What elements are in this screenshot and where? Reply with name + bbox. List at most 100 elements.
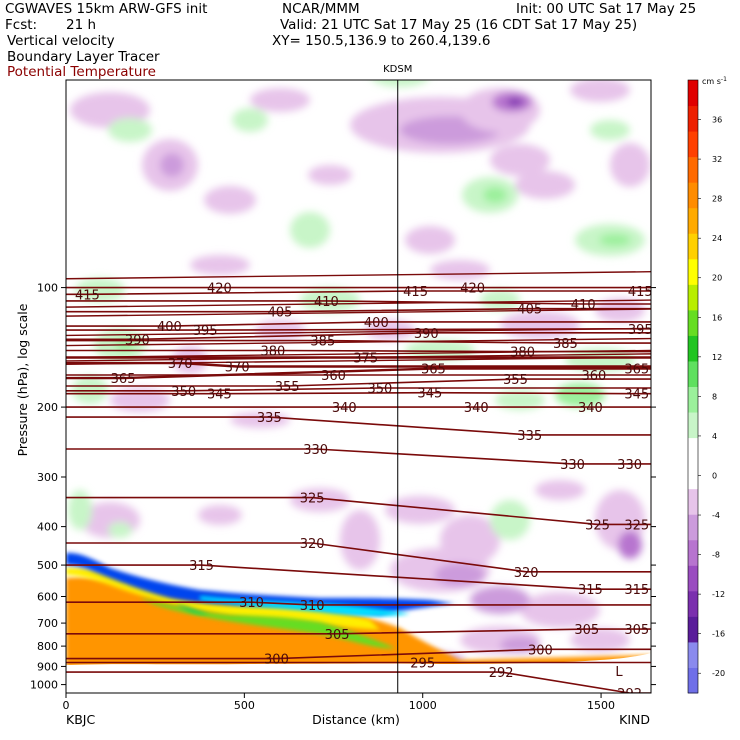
- colorbar-swatch-8: [688, 463, 698, 490]
- theta-label-325: 325: [624, 518, 649, 533]
- theta-label-320: 320: [300, 537, 325, 552]
- left-station-label: KBJC: [66, 712, 95, 727]
- theta-contour-415: [66, 290, 651, 296]
- theta-label-305: 305: [574, 623, 599, 638]
- theta-contour-365: [66, 367, 651, 380]
- colorbar-swatch-13: [688, 335, 698, 362]
- theta-label-380: 380: [510, 346, 535, 361]
- colorbar-swatch-2: [688, 616, 698, 643]
- theta-contour-minor-7: [66, 356, 651, 365]
- field-vertical-velocity: Vertical velocity: [7, 33, 115, 49]
- colorbar-frame: [687, 79, 699, 694]
- colorbar-tick-label--4: -4: [712, 511, 720, 520]
- low-marker: L: [615, 665, 623, 680]
- theta-contour-350: [66, 387, 651, 392]
- y-axis-ticks: 100 200 300 400 500 600 700 800 900 1000: [30, 282, 656, 692]
- colorbar-tick-label-28: 28: [712, 195, 722, 204]
- x-axis-ticks: 0 500 1000 1500: [63, 693, 615, 712]
- colorbar-swatch-23: [688, 80, 698, 107]
- y-tick-label-500: 500: [37, 559, 58, 572]
- theta-label-390: 390: [414, 327, 439, 342]
- theta-label-300: 300: [528, 643, 553, 658]
- potential-temperature-labels: 415 420 410 415 420 415 400 395 405 400 405 410 395 3…: [75, 282, 653, 702]
- theta-label-400: 400: [364, 316, 389, 331]
- theta-contour-292: [66, 671, 651, 693]
- y-tick-label-200: 200: [37, 401, 58, 414]
- theta-label-315: 315: [189, 559, 214, 574]
- colorbar-swatch-1: [688, 641, 698, 668]
- colorbar-swatch-10: [688, 412, 698, 439]
- theta-label-325: 325: [585, 518, 610, 533]
- colorbar-swatch-19: [688, 182, 698, 209]
- potential-temperature-contours: [66, 271, 651, 693]
- theta-label-292: 292: [617, 687, 642, 702]
- x-tick-label-1000: 1000: [409, 699, 437, 712]
- theta-contour-335: [66, 416, 651, 436]
- theta-label-335: 335: [517, 429, 542, 444]
- theta-contour-400: [66, 321, 651, 327]
- theta-label-315: 315: [578, 583, 603, 598]
- theta-label-370: 370: [225, 360, 250, 375]
- theta-label-400: 400: [157, 320, 182, 335]
- theta-label-365: 365: [421, 363, 446, 378]
- forecast-hour: 21 h: [66, 17, 97, 33]
- theta-label-385: 385: [310, 335, 335, 350]
- theta-label-405: 405: [517, 303, 542, 318]
- theta-label-355: 355: [503, 373, 528, 388]
- x-tick-label-1500: 1500: [587, 699, 615, 712]
- theta-contour-minor-5: [66, 349, 651, 359]
- colorbar-swatch-6: [688, 514, 698, 541]
- theta-label-325: 325: [300, 492, 325, 507]
- colorbar-tick-label-16: 16: [712, 313, 722, 322]
- colorbar: [687, 79, 699, 694]
- theta-label-320: 320: [514, 566, 539, 581]
- colorbar-swatch-7: [688, 488, 698, 515]
- theta-contour-355: [66, 378, 651, 387]
- y-tick-label-600: 600: [37, 591, 58, 604]
- colorbar-tick-label-0: 0: [712, 471, 717, 480]
- theta-label-350: 350: [367, 382, 392, 397]
- theta-label-355: 355: [275, 380, 300, 395]
- model-title: CGWAVES 15km ARW-GFS init: [5, 1, 208, 17]
- theta-contour-305: [66, 628, 651, 635]
- theta-label-340: 340: [332, 401, 357, 416]
- colorbar-swatch-17: [688, 233, 698, 260]
- colorbar-swatch-9: [688, 437, 698, 464]
- colorbar-swatch-16: [688, 258, 698, 285]
- theta-label-310: 310: [239, 596, 264, 611]
- theta-contour-minor-4: [66, 337, 651, 347]
- forecast-label: Fcst:: [5, 17, 38, 33]
- y-tick-label-900: 900: [37, 660, 58, 673]
- kdsm-marker-label: KDSM: [383, 64, 412, 75]
- colorbar-swatch-22: [688, 105, 698, 132]
- theta-contour-300: [66, 648, 651, 660]
- theta-label-360: 360: [321, 369, 346, 384]
- colorbar-tick-label-4: 4: [712, 432, 717, 441]
- x-tick-label-0: 0: [63, 699, 70, 712]
- theta-label-420: 420: [207, 282, 232, 297]
- colorbar-tick-label-36: 36: [712, 116, 722, 125]
- colorbar-tick-labels: 36 32 28 24 20 16 12 8 4 0 -4 -8 -12 -16 -20: [698, 116, 725, 678]
- theta-label-375: 375: [353, 351, 378, 366]
- theta-contour-minor-6: [66, 353, 651, 362]
- theta-label-335: 335: [257, 411, 282, 426]
- theta-label-360: 360: [582, 369, 607, 384]
- theta-label-330: 330: [560, 458, 585, 473]
- x-tick-label-500: 500: [234, 699, 255, 712]
- y-tick-label-1000: 1000: [30, 679, 58, 692]
- colorbar-swatch-21: [688, 131, 698, 158]
- theta-label-395: 395: [628, 323, 653, 338]
- y-tick-label-400: 400: [37, 521, 58, 534]
- theta-label-300: 300: [264, 653, 289, 668]
- colorbar-unit: cm s-1: [702, 76, 727, 86]
- colorbar-tick-label-12: 12: [712, 353, 722, 362]
- theta-label-415: 415: [403, 285, 428, 300]
- theta-contour-310: [66, 601, 651, 606]
- theta-label-415: 415: [628, 285, 653, 300]
- theta-label-315: 315: [624, 583, 649, 598]
- theta-label-330: 330: [617, 458, 642, 473]
- y-tick-label-300: 300: [37, 471, 58, 484]
- colorbar-swatch-18: [688, 207, 698, 234]
- theta-label-345: 345: [207, 388, 232, 403]
- theta-label-340: 340: [464, 401, 489, 416]
